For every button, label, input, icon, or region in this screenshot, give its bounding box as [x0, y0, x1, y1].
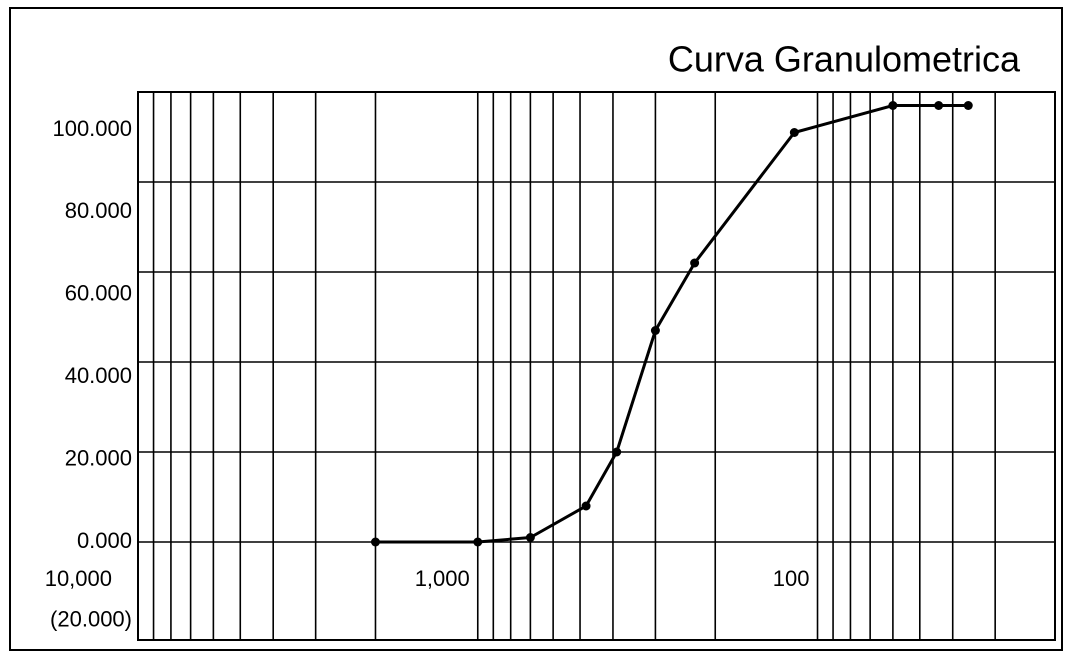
- data-point: [581, 501, 591, 511]
- data-point: [650, 326, 660, 335]
- y-tick-label: 80.000: [65, 198, 132, 223]
- x-tick-label: 100: [773, 566, 810, 591]
- frame: [9, 7, 1063, 651]
- y-tick-label: 100.000: [52, 116, 132, 141]
- y-tick-label: 0.000: [77, 528, 132, 553]
- data-point: [789, 128, 799, 137]
- x-tick-label: 1,000: [415, 566, 470, 591]
- plot-area: [137, 91, 1056, 641]
- data-point: [690, 258, 700, 268]
- chart-title: Curva Granulometrica: [668, 39, 1021, 80]
- y-tick-label: 60.000: [65, 281, 132, 306]
- data-point: [473, 537, 483, 547]
- data-point: [612, 447, 622, 457]
- data-point: [370, 537, 380, 547]
- y-tick-label: 20.000: [65, 445, 132, 470]
- y-tick-label: (20.000): [50, 606, 132, 631]
- y-tick-label: 40.000: [65, 363, 132, 388]
- data-point: [963, 101, 973, 110]
- data-point: [934, 101, 944, 110]
- data-point: [888, 101, 898, 110]
- x-tick-label: 10,000: [45, 566, 112, 591]
- data-line: [375, 104, 969, 544]
- data-point: [525, 533, 535, 542]
